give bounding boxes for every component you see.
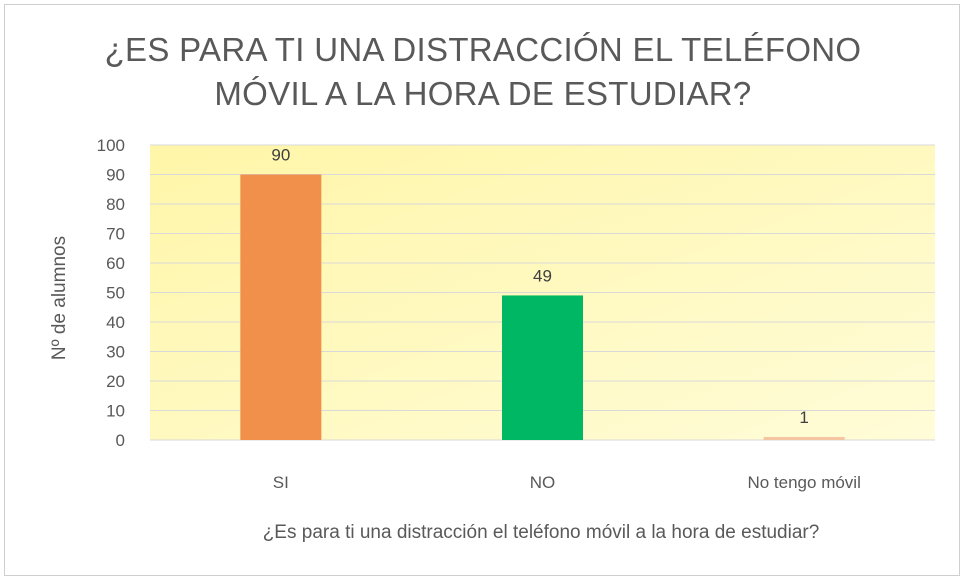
y-tick-label-70: 70 (106, 225, 125, 244)
y-tick-label-80: 80 (106, 195, 125, 214)
y-tick-label-40: 40 (106, 313, 125, 332)
x-axis-title: ¿Es para ti una distracción el teléfono … (263, 522, 820, 543)
y-tick-label-60: 60 (106, 254, 125, 273)
bar-1[interactable] (240, 174, 322, 441)
x-category-label-1: SI (273, 473, 289, 492)
y-axis-title: Nº de alumnos (49, 236, 70, 360)
data-label-3: 1 (799, 408, 808, 427)
y-tick-label-30: 30 (106, 343, 125, 362)
bar-3[interactable] (763, 437, 845, 440)
chart-title: ¿ES PARA TI UNA DISTRACCIÓN EL TELÉFONO … (0, 28, 966, 116)
chart-title-line-1: ¿ES PARA TI UNA DISTRACCIÓN EL TELÉFONO (104, 31, 862, 68)
y-tick-label-100: 100 (97, 136, 125, 155)
data-label-1: 90 (271, 146, 290, 165)
y-tick-label-90: 90 (106, 166, 125, 185)
y-tick-label-50: 50 (106, 284, 125, 303)
y-tick-label-10: 10 (106, 402, 125, 421)
y-tick-label-0: 0 (116, 431, 125, 450)
bar-2[interactable] (502, 295, 583, 440)
x-category-label-2: NO (530, 473, 556, 492)
y-tick-label-20: 20 (106, 372, 125, 391)
chart-title-line-2: MÓVIL A LA HORA DE ESTUDIAR? (214, 75, 752, 112)
data-label-2: 49 (533, 266, 552, 285)
x-category-label-3: No tengo móvil (747, 473, 860, 492)
